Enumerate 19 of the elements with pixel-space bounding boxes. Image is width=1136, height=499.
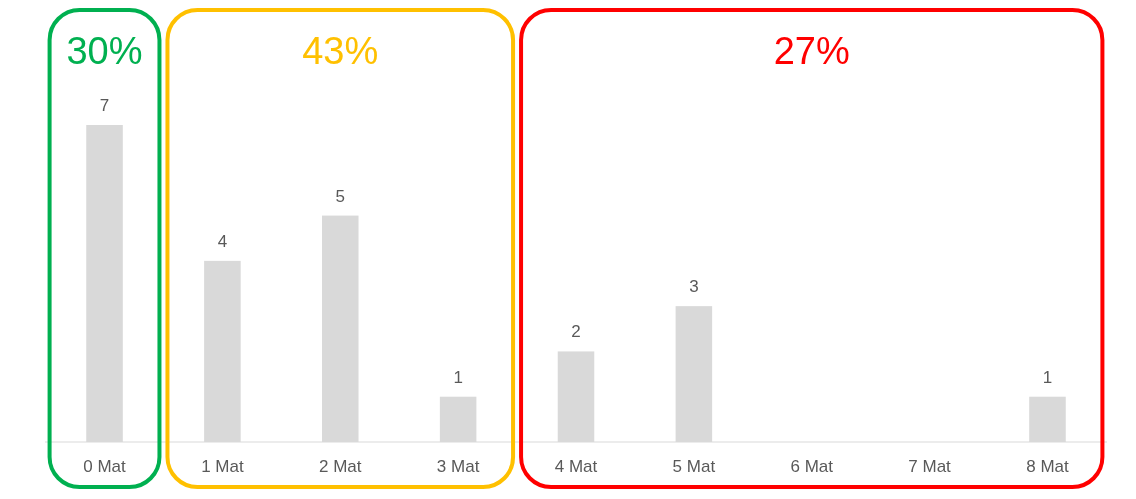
data-label: 4 — [217, 231, 228, 251]
x-tick-label: 3 Mat — [436, 457, 480, 476]
x-tick-label: 5 Mat — [672, 457, 716, 476]
text: 43% — [302, 30, 379, 72]
x-tick-label: 0 Mat — [83, 457, 127, 476]
data-label: 5 — [335, 186, 345, 206]
data-label: 1 — [453, 367, 463, 387]
data-label: 1 — [1042, 367, 1053, 387]
x-tick-label: 2 Mat — [319, 457, 362, 476]
data-label: 7 — [99, 96, 110, 115]
x-tick-label: 4 Mat — [554, 457, 598, 476]
x-tick-label: 7 Mat — [908, 457, 952, 476]
text: 27% — [773, 30, 850, 72]
data-label: 3 — [689, 277, 699, 297]
x-tick-label: 1 Mat — [201, 457, 244, 476]
text: 30% — [66, 30, 143, 72]
x-tick-label: 6 Mat — [790, 457, 834, 476]
x-tick-label: 8 Mat — [1026, 457, 1069, 476]
data-label: 2 — [571, 322, 581, 342]
